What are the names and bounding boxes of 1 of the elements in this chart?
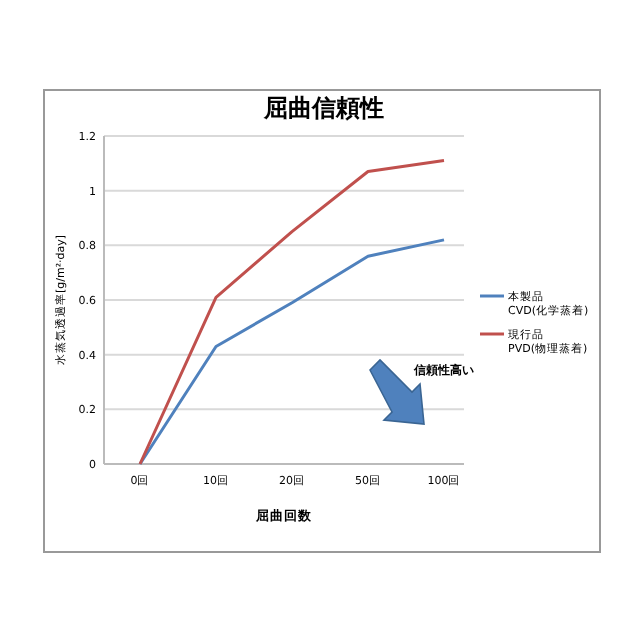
chart-title: 屈曲信頼性 (262, 94, 384, 122)
